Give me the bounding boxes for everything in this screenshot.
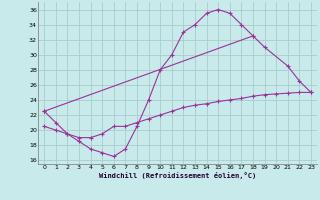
X-axis label: Windchill (Refroidissement éolien,°C): Windchill (Refroidissement éolien,°C) [99,172,256,179]
